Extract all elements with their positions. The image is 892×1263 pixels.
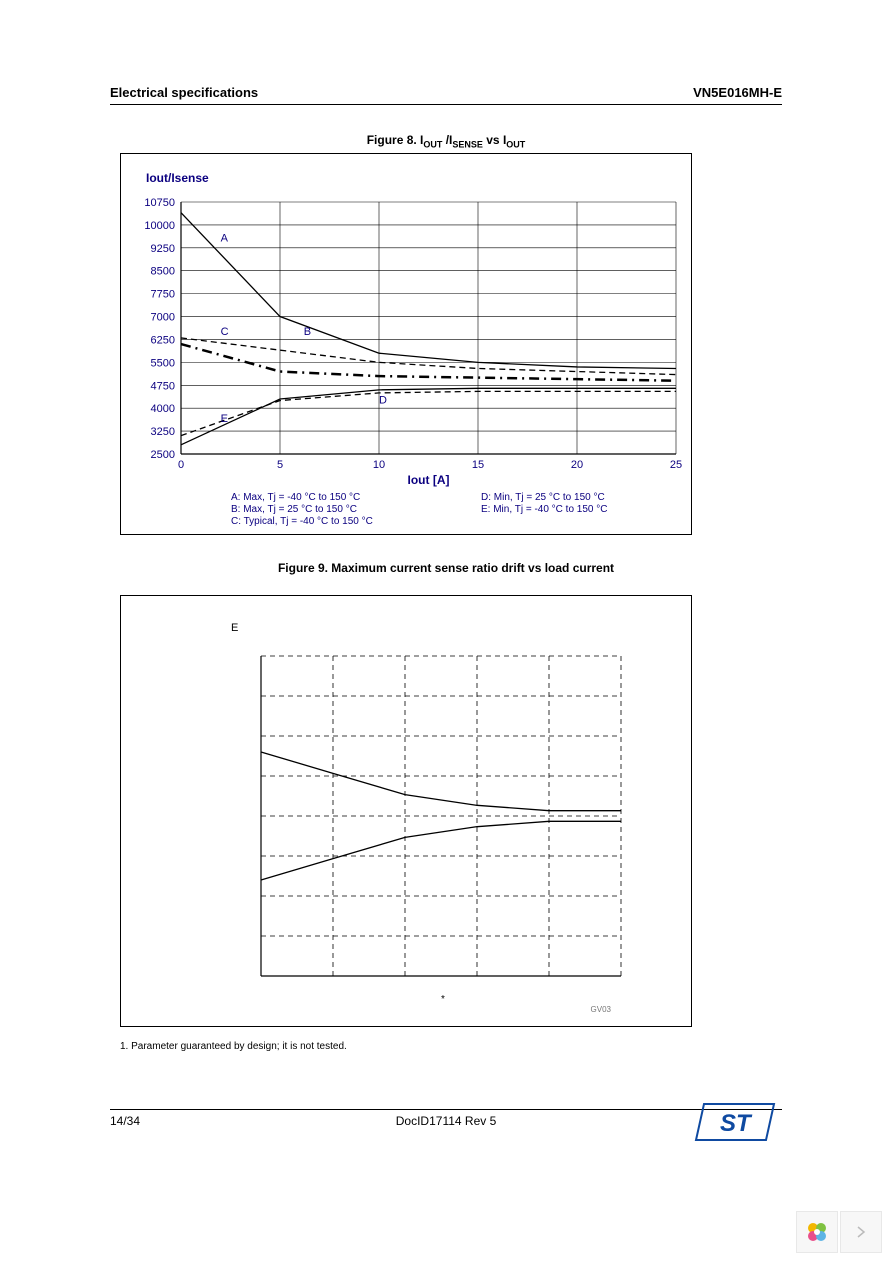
- svg-text:GV03: GV03: [591, 1005, 612, 1014]
- svg-text:3250: 3250: [151, 426, 175, 438]
- figure8-caption: Figure 8. IOUT /ISENSE vs IOUT: [110, 133, 782, 149]
- svg-text:4750: 4750: [151, 381, 175, 393]
- svg-text:B: B: [304, 326, 311, 338]
- svg-text:15: 15: [472, 459, 484, 471]
- svg-text:E: Min, Tj = -40 °C to 150 °C: E: Min, Tj = -40 °C to 150 °C: [481, 504, 607, 515]
- svg-text:20: 20: [571, 459, 583, 471]
- page-footer: 14/34 DocID17114 Rev 5: [110, 1109, 782, 1128]
- nav-widget: [796, 1211, 882, 1253]
- svg-text:Iout/Isense: Iout/Isense: [146, 171, 209, 185]
- figure9-frame: E * GV03: [120, 595, 692, 1027]
- nav-flower-icon[interactable]: [796, 1211, 838, 1253]
- figure8-frame: Iout/Isense 2500 3250 4000 4750 5500 6250 7000 7…: [120, 153, 692, 535]
- svg-text:4000: 4000: [151, 404, 175, 416]
- svg-text:C: Typical, Tj = -40 °C to 150: C: Typical, Tj = -40 °C to 150 °C: [231, 516, 373, 527]
- svg-text:E: E: [231, 622, 238, 634]
- svg-text:E: E: [221, 413, 228, 425]
- svg-text:B: Max, Tj = 25 °C to 150 °C: B: Max, Tj = 25 °C to 150 °C: [231, 504, 357, 515]
- figure9-caption: Figure 9. Maximum current sense ratio dr…: [110, 561, 782, 575]
- doc-id: DocID17114 Rev 5: [396, 1114, 497, 1128]
- svg-text:Iout [A]: Iout [A]: [408, 473, 450, 487]
- svg-text:7000: 7000: [151, 312, 175, 324]
- nav-next-button[interactable]: [840, 1211, 882, 1253]
- svg-text:5: 5: [277, 459, 283, 471]
- svg-text:D: D: [379, 395, 387, 407]
- svg-text:10750: 10750: [144, 197, 175, 209]
- footnote: 1. Parameter guaranteed by design; it is…: [120, 1041, 782, 1052]
- svg-text:10000: 10000: [144, 220, 175, 232]
- svg-text:2500: 2500: [151, 449, 175, 461]
- figure8-chart: Iout/Isense 2500 3250 4000 4750 5500 6250 7000 7…: [121, 154, 691, 534]
- svg-text:10: 10: [373, 459, 385, 471]
- svg-text:A: Max, Tj = -40 °C to 150 °C: A: Max, Tj = -40 °C to 150 °C: [231, 492, 360, 503]
- svg-text:6250: 6250: [151, 335, 175, 347]
- svg-text:9250: 9250: [151, 243, 175, 255]
- svg-text:C: C: [221, 326, 229, 338]
- svg-text:25: 25: [670, 459, 682, 471]
- header-right: VN5E016MH-E: [693, 85, 782, 100]
- figure9-chart: E * GV03: [121, 596, 691, 1026]
- svg-text:*: *: [441, 994, 445, 1005]
- st-logo: ST: [692, 1098, 782, 1148]
- svg-text:ST: ST: [720, 1110, 753, 1137]
- svg-text:A: A: [221, 233, 229, 245]
- page-number: 14/34: [110, 1114, 140, 1128]
- page-header: Electrical specifications VN5E016MH-E: [110, 85, 782, 105]
- svg-text:5500: 5500: [151, 358, 175, 370]
- svg-text:0: 0: [178, 459, 184, 471]
- svg-text:7750: 7750: [151, 289, 175, 301]
- header-left: Electrical specifications: [110, 85, 258, 100]
- svg-text:8500: 8500: [151, 266, 175, 278]
- svg-text:D: Min, Tj = 25 °C to 150 °C: D: Min, Tj = 25 °C to 150 °C: [481, 492, 605, 503]
